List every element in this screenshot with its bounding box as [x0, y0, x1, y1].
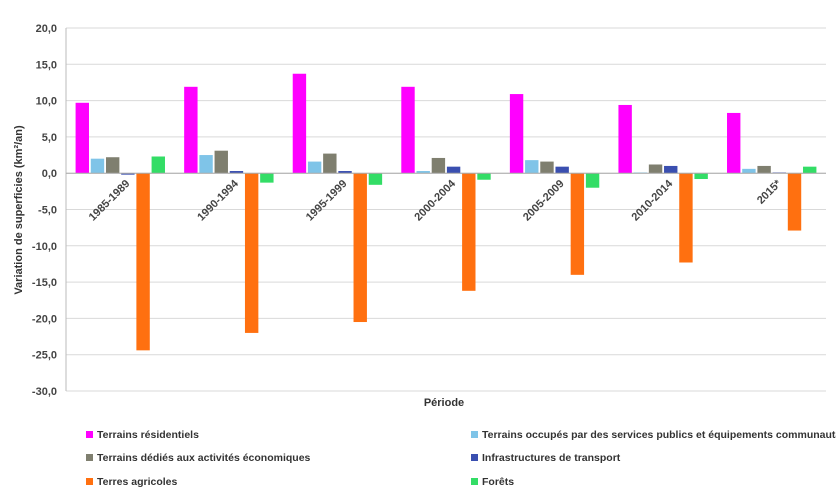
- gridlines: [66, 27, 826, 392]
- bar: [694, 173, 708, 180]
- x-axis-title: Période: [424, 397, 464, 409]
- bar: [431, 157, 446, 174]
- legend-label: Terrains occupés par des services public…: [482, 429, 836, 441]
- bar: [679, 173, 693, 263]
- category-label: 2010-2014: [630, 177, 676, 223]
- y-tick-label: -20,0: [32, 313, 57, 325]
- bar: [618, 104, 632, 174]
- y-tick-label: -15,0: [32, 277, 57, 289]
- bar: [462, 173, 476, 291]
- bar: [244, 173, 259, 333]
- legend-label: Terrains dédiés aux activités économique…: [97, 452, 311, 464]
- bar: [401, 86, 415, 174]
- bar: [338, 171, 352, 174]
- category-label: 2005-2009: [521, 178, 567, 224]
- category-label: 1995-1999: [304, 178, 350, 224]
- bar: [540, 161, 554, 174]
- y-tick-label: -25,0: [32, 350, 57, 362]
- bar: [742, 168, 756, 174]
- legend-label: Infrastructures de transport: [482, 452, 621, 464]
- category-label: 1985-1989: [87, 178, 133, 224]
- legend-swatch: [471, 431, 478, 438]
- category-label: 2000-2004: [412, 177, 458, 223]
- y-tick-label: 20,0: [36, 23, 57, 35]
- bar: [292, 73, 307, 174]
- legend: Terrains résidentiels Terrains occupés pa…: [86, 429, 836, 488]
- y-tick-label: 5,0: [42, 132, 57, 144]
- legend-swatch: [471, 454, 478, 461]
- legend-swatch: [86, 478, 93, 485]
- bar: [260, 173, 274, 183]
- bar: [727, 112, 741, 174]
- bars: [75, 73, 817, 351]
- bar: [105, 157, 120, 174]
- bar: [136, 173, 150, 351]
- y-tick-label: -5,0: [38, 205, 57, 217]
- bar: [570, 173, 585, 275]
- bar: [446, 166, 461, 174]
- bar: [477, 173, 491, 180]
- bar: [509, 94, 524, 174]
- bar: [90, 158, 105, 174]
- bar: [648, 164, 663, 174]
- legend-swatch: [86, 431, 93, 438]
- bar: [214, 150, 228, 174]
- legend-swatch: [86, 454, 93, 461]
- bar: [368, 173, 383, 185]
- legend-label: Terres agricoles: [97, 476, 178, 488]
- bar: [555, 166, 569, 174]
- category-label: 2015*: [755, 177, 784, 206]
- bar: [323, 153, 337, 174]
- legend-swatch: [471, 478, 478, 485]
- y-tick-label: -10,0: [32, 241, 57, 253]
- bar: [664, 165, 678, 174]
- bar: [353, 173, 367, 323]
- y-axis-title: Variation de superficies (km²/an): [13, 125, 25, 295]
- bar: [525, 160, 539, 174]
- y-tick-label: 0,0: [42, 168, 57, 180]
- y-tick-label: 10,0: [36, 96, 57, 108]
- bar: [757, 165, 771, 174]
- bar: [585, 173, 600, 188]
- bar: [184, 86, 198, 174]
- bar: [229, 171, 244, 174]
- bar: [307, 161, 322, 174]
- bar: [151, 156, 165, 174]
- bar: [199, 155, 213, 174]
- y-tick-label: 15,0: [36, 59, 57, 71]
- bar: [121, 173, 135, 175]
- bar: [75, 102, 89, 174]
- legend-label: Terrains résidentiels: [97, 429, 199, 441]
- bar: [416, 171, 430, 174]
- y-tick-label: -30,0: [32, 386, 57, 398]
- bar: [787, 173, 802, 231]
- y-axis-ticks: 20,0 15,0 10,0 5,0 0,0 -5,0 -10,0 -15,0 -20,0 -25…: [32, 23, 57, 398]
- bar: [803, 166, 817, 174]
- category-label: 1990-1994: [195, 177, 241, 223]
- legend-label: Forêts: [482, 476, 514, 488]
